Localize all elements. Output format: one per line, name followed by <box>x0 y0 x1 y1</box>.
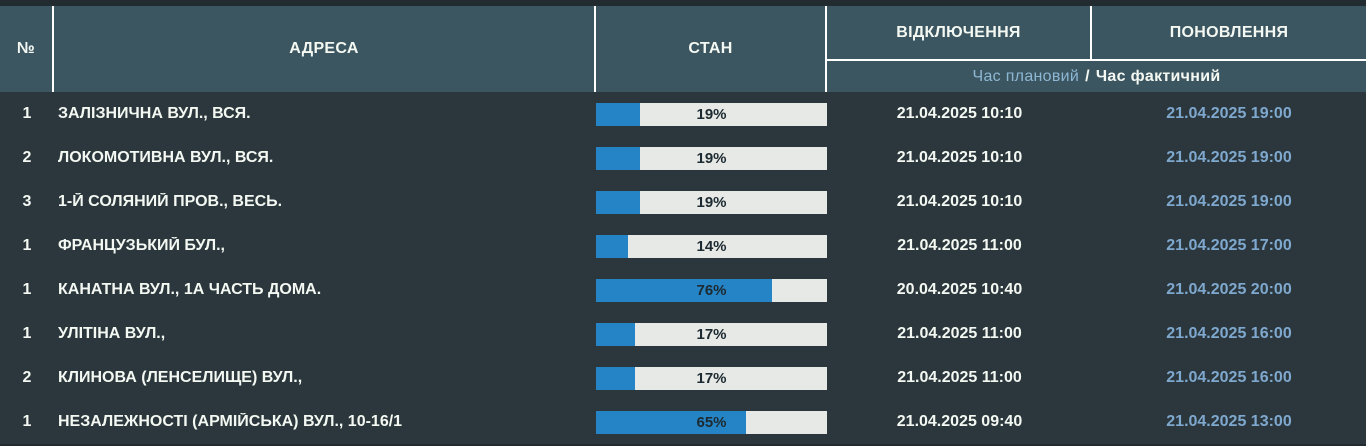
row-number: 1 <box>22 281 32 298</box>
row-address: КАНАТНА ВУЛ., 1А ЧАСТЬ ДОМА. <box>58 281 322 298</box>
header-col-restoration: ПОНОВЛЕННЯ <box>1092 6 1366 59</box>
row-status-cell: 19% <box>596 190 827 214</box>
row-number: 3 <box>22 193 32 210</box>
table-row: 1 НЕЗАЛЕЖНОСТІ (АРМІЙСЬКА) ВУЛ., 10-16/1… <box>0 400 1366 444</box>
row-number: 1 <box>22 325 32 342</box>
header-col-disconnection: ВІДКЛЮЧЕННЯ <box>827 6 1092 59</box>
row-address: ЛОКОМОТИВНА ВУЛ., ВСЯ. <box>58 149 274 166</box>
progress-bar-fill <box>596 366 636 390</box>
row-status-cell: 17% <box>596 322 827 346</box>
row-address: КЛИНОВА (ЛЕНСЕЛИЩЕ) ВУЛ., <box>58 369 303 386</box>
progress-bar-label: 14% <box>696 237 727 255</box>
progress-bar: 19% <box>596 102 827 126</box>
row-disconnection-time: 20.04.2025 10:40 <box>896 281 1023 298</box>
progress-bar-label: 76% <box>696 281 727 299</box>
progress-bar-label: 19% <box>696 105 727 123</box>
progress-bar-fill <box>596 146 640 170</box>
header-col-number-label: № <box>16 40 36 57</box>
top-strip <box>0 0 1366 6</box>
row-number: 1 <box>22 105 32 122</box>
header-col-disconnection-label: ВІДКЛЮЧЕННЯ <box>896 23 1021 41</box>
row-restoration-time: 21.04.2025 19:00 <box>1166 105 1292 122</box>
row-restoration-time: 21.04.2025 17:00 <box>1166 237 1292 254</box>
row-address: ЗАЛІЗНИЧНА ВУЛ., ВСЯ. <box>58 105 251 122</box>
table-row: 3 1-Й СОЛЯНИЙ ПРОВ., ВЕСЬ. 19% 21.04.202… <box>0 180 1366 224</box>
row-restoration-time: 21.04.2025 19:00 <box>1166 149 1292 166</box>
row-restoration-time: 21.04.2025 19:00 <box>1166 193 1292 210</box>
row-disconnection-time: 21.04.2025 11:00 <box>897 325 1022 342</box>
row-restoration-time: 21.04.2025 16:00 <box>1166 369 1292 386</box>
row-status-cell: 17% <box>596 366 827 390</box>
row-status-cell: 65% <box>596 410 827 434</box>
table-header: № АДРЕСА СТАН ВІДКЛЮЧЕННЯ ПОНОВЛЕННЯ Час… <box>0 6 1366 92</box>
row-disconnection-time: 21.04.2025 10:10 <box>896 105 1023 122</box>
progress-bar-fill <box>596 190 640 214</box>
header-col-address: АДРЕСА <box>54 6 596 92</box>
row-address: НЕЗАЛЕЖНОСТІ (АРМІЙСЬКА) ВУЛ., 10-16/1 <box>58 413 403 430</box>
progress-bar-label: 17% <box>696 369 727 387</box>
row-disconnection-time: 21.04.2025 11:00 <box>897 369 1022 386</box>
progress-bar: 76% <box>596 278 827 302</box>
header-time-legend: Час плановий / Час фактичний <box>827 59 1366 92</box>
row-address: ФРАНЦУЗЬКИЙ БУЛ., <box>58 237 225 254</box>
progress-bar: 17% <box>596 366 827 390</box>
progress-bar-label: 65% <box>696 413 727 431</box>
row-restoration-time: 21.04.2025 16:00 <box>1166 325 1292 342</box>
row-disconnection-time: 21.04.2025 10:10 <box>896 149 1023 166</box>
progress-bar-fill <box>596 410 747 434</box>
row-disconnection-time: 21.04.2025 11:00 <box>897 237 1022 254</box>
progress-bar-fill <box>596 278 772 302</box>
header-col-status-label: СТАН <box>688 40 733 57</box>
progress-bar-fill <box>596 102 640 126</box>
header-col-number: № <box>0 6 54 92</box>
progress-bar: 65% <box>596 410 827 434</box>
row-status-cell: 14% <box>596 234 827 258</box>
progress-bar-label: 19% <box>696 193 727 211</box>
header-col-status: СТАН <box>596 6 827 92</box>
progress-bar: 19% <box>596 190 827 214</box>
row-restoration-time: 21.04.2025 13:00 <box>1166 413 1292 430</box>
progress-bar: 17% <box>596 322 827 346</box>
row-status-cell: 19% <box>596 102 827 126</box>
progress-bar-fill <box>596 234 629 258</box>
row-number: 2 <box>22 149 32 166</box>
table-row: 2 КЛИНОВА (ЛЕНСЕЛИЩЕ) ВУЛ., 17% 21.04.20… <box>0 356 1366 400</box>
row-number: 2 <box>22 369 32 386</box>
row-disconnection-time: 21.04.2025 10:10 <box>896 193 1023 210</box>
progress-bar-label: 17% <box>696 325 727 343</box>
table-row: 1 ФРАНЦУЗЬКИЙ БУЛ., 14% 21.04.2025 11:00… <box>0 224 1366 268</box>
progress-bar: 14% <box>596 234 827 258</box>
table-row: 2 ЛОКОМОТИВНА ВУЛ., ВСЯ. 19% 21.04.2025 … <box>0 136 1366 180</box>
row-status-cell: 19% <box>596 146 827 170</box>
row-number: 1 <box>22 413 32 430</box>
row-disconnection-time: 21.04.2025 09:40 <box>896 413 1023 430</box>
row-status-cell: 76% <box>596 278 827 302</box>
progress-bar: 19% <box>596 146 827 170</box>
header-col-address-label: АДРЕСА <box>289 40 359 57</box>
legend-actual-time: Час фактичний <box>1095 67 1221 85</box>
progress-bar-label: 19% <box>696 149 727 167</box>
row-restoration-time: 21.04.2025 20:00 <box>1166 281 1292 298</box>
row-address: 1-Й СОЛЯНИЙ ПРОВ., ВЕСЬ. <box>58 193 283 210</box>
legend-planned-time: Час плановий <box>972 67 1080 85</box>
progress-bar-fill <box>596 322 636 346</box>
row-number: 1 <box>22 237 32 254</box>
table-row: 1 КАНАТНА ВУЛ., 1А ЧАСТЬ ДОМА. 76% 20.04… <box>0 268 1366 312</box>
table-row: 1 ЗАЛІЗНИЧНА ВУЛ., ВСЯ. 19% 21.04.2025 1… <box>0 92 1366 136</box>
row-address: УЛІТІНА ВУЛ., <box>58 325 166 342</box>
legend-separator: / <box>1085 67 1090 85</box>
table-body: 1 ЗАЛІЗНИЧНА ВУЛ., ВСЯ. 19% 21.04.2025 1… <box>0 92 1366 444</box>
table-row: 1 УЛІТІНА ВУЛ., 17% 21.04.2025 11:00 21.… <box>0 312 1366 356</box>
header-col-restoration-label: ПОНОВЛЕННЯ <box>1169 23 1289 41</box>
